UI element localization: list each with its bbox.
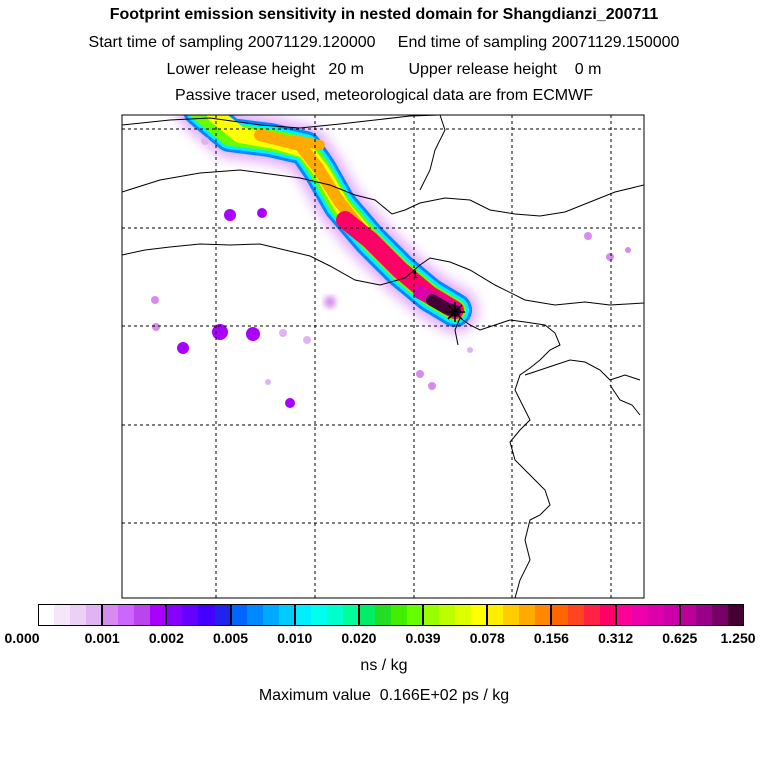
receptor-cross-icon [445, 302, 465, 322]
colorbar-tick-label: 0.078 [469, 630, 505, 646]
colorbar-swatch [294, 604, 312, 626]
colorbar-tick-label: 0.010 [277, 630, 313, 646]
colorbar-segment-border [38, 604, 103, 626]
colorbar-swatch [503, 604, 520, 626]
colorbar-swatch [551, 604, 568, 626]
release-height-line: Lower release height 20 m Upper release … [166, 61, 602, 78]
tracer-info-line: Passive tracer used, meteorological data… [175, 87, 593, 104]
colorbar-segment-border [294, 604, 359, 626]
colorbar-swatch [230, 604, 248, 626]
colorbar-swatch [38, 604, 55, 626]
maximum-value-line: Maximum value 0.166E+02 ps / kg [258, 687, 510, 704]
colorbar-unit: ns / kg [360, 657, 408, 674]
colorbar-swatch [471, 604, 488, 626]
colorbar-swatch [583, 604, 601, 626]
colorbar-swatch [150, 604, 167, 626]
colorbar-swatch [679, 604, 697, 626]
colorbar-swatch [118, 604, 135, 626]
colorbar-swatch [727, 604, 745, 626]
colorbar-tick-label: 0.039 [405, 630, 441, 646]
emission-plume [177, 115, 478, 333]
colorbar-swatch [647, 604, 665, 626]
colorbar-swatch [695, 604, 713, 626]
colorbar-swatch [246, 604, 264, 626]
colorbar-swatch [407, 604, 424, 626]
colorbar-swatch [599, 604, 617, 626]
colorbar-swatch [358, 604, 376, 626]
colorbar-swatch [54, 604, 71, 626]
colorbar-tick-label: 1.250 [720, 630, 756, 646]
colorbar-segment-border [358, 604, 424, 626]
colorbar-swatch [663, 604, 681, 626]
colorbar-swatch [567, 604, 585, 626]
colorbar-segment-border [102, 604, 167, 626]
colorbar-swatch [262, 604, 280, 626]
colorbar-swatch [455, 604, 472, 626]
lat-lon-grid [122, 115, 644, 598]
colorbar-swatch [70, 604, 87, 626]
colorbar-segment-border [423, 604, 488, 626]
colorbar-swatch [182, 604, 199, 626]
colorbar-tick-label: 0.005 [213, 630, 249, 646]
colorbar-swatch [134, 604, 151, 626]
colorbar-segment-border [615, 604, 680, 626]
colorbar-swatch [423, 604, 440, 626]
colorbar-swatch [198, 604, 215, 626]
colorbar-segment-border [679, 604, 744, 626]
small-marker-label: 1 [412, 269, 418, 281]
colorbar-segment-border [487, 604, 552, 626]
colorbar-swatch [102, 604, 119, 626]
colorbar-swatch [487, 604, 504, 626]
colorbar-swatch [535, 604, 552, 626]
colorbar-swatch [519, 604, 536, 626]
colorbar-swatch [711, 604, 729, 626]
colorbar-tick-label: 0.001 [84, 630, 120, 646]
colorbar-swatch [278, 604, 296, 626]
colorbar-segment-border [551, 604, 616, 626]
colorbar-swatch [86, 604, 103, 626]
coastlines [122, 115, 644, 598]
colorbar-swatch [391, 604, 408, 626]
sampling-time-line: Start time of sampling 20071129.120000 E… [88, 34, 680, 51]
colorbar-swatch [615, 604, 633, 626]
colorbar-tick-label: 0.002 [148, 630, 184, 646]
plot-title: Footprint emission sensitivity in nested… [109, 6, 659, 23]
colorbar-swatch [310, 604, 328, 626]
footprint-map: 1 [121, 114, 645, 599]
colorbar-segment-border [166, 604, 231, 626]
colorbar-swatch [439, 604, 456, 626]
colorbar-tick-label: 0.312 [598, 630, 634, 646]
colorbar-tick-label: 0.000 [4, 630, 40, 646]
colorbar-swatch [166, 604, 183, 626]
colorbar-tick-label: 0.625 [662, 630, 698, 646]
map-frame [121, 114, 645, 599]
colorbar-segment-border [230, 604, 295, 626]
colorbar-swatch [342, 604, 360, 626]
colorbar-swatch [326, 604, 344, 626]
colorbar-tick-label: 0.156 [533, 630, 569, 646]
colorbar-tick-label: 0.020 [341, 630, 377, 646]
colorbar-swatch [631, 604, 649, 626]
colorbar-swatch [214, 604, 232, 626]
colorbar-swatch [374, 604, 392, 626]
